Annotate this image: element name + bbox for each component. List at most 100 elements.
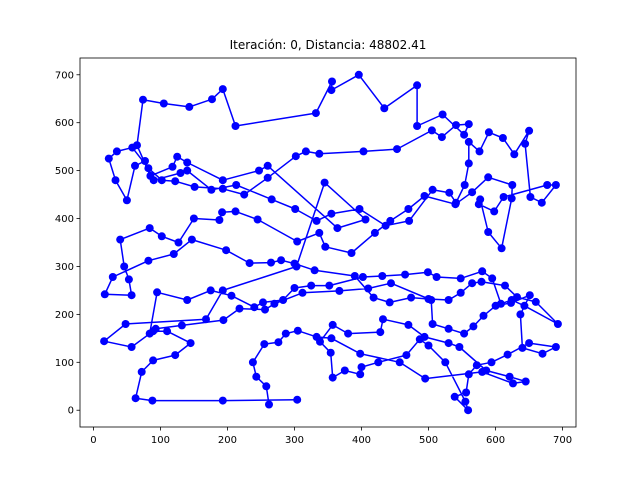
city-point bbox=[460, 329, 469, 338]
city-point bbox=[255, 166, 263, 175]
city-point bbox=[413, 81, 422, 90]
city-point bbox=[526, 193, 535, 201]
city-point bbox=[551, 181, 560, 189]
city-point bbox=[356, 349, 365, 358]
city-point bbox=[340, 366, 349, 375]
city-point bbox=[491, 301, 500, 310]
city-point bbox=[462, 388, 471, 397]
city-point bbox=[537, 198, 546, 207]
city-point bbox=[121, 320, 130, 328]
city-point bbox=[444, 296, 453, 304]
city-point bbox=[469, 322, 478, 331]
city-point bbox=[437, 133, 446, 142]
city-point bbox=[380, 104, 389, 113]
city-point bbox=[356, 370, 365, 379]
city-point bbox=[127, 291, 136, 300]
city-point bbox=[261, 305, 269, 314]
city-point bbox=[108, 273, 117, 281]
city-point bbox=[505, 372, 514, 381]
city-point bbox=[222, 246, 231, 255]
city-point bbox=[253, 215, 262, 224]
city-point bbox=[499, 193, 508, 201]
city-point bbox=[420, 192, 429, 200]
y-tick-label: 100 bbox=[55, 358, 74, 369]
city-point bbox=[312, 332, 321, 341]
city-point bbox=[543, 181, 552, 189]
x-tick-label: 400 bbox=[352, 435, 371, 446]
city-point bbox=[379, 315, 387, 324]
city-point bbox=[315, 149, 324, 158]
city-point bbox=[464, 137, 473, 146]
city-point bbox=[328, 373, 337, 382]
city-point bbox=[509, 379, 517, 388]
city-point bbox=[231, 122, 240, 130]
city-point bbox=[293, 326, 302, 335]
city-point bbox=[395, 358, 404, 367]
city-point bbox=[301, 147, 310, 156]
city-point bbox=[263, 161, 272, 170]
city-point bbox=[460, 181, 469, 189]
city-point bbox=[525, 126, 534, 135]
city-point bbox=[298, 288, 307, 297]
city-point bbox=[364, 284, 373, 293]
city-point bbox=[428, 320, 437, 328]
x-tick-label: 500 bbox=[419, 435, 438, 446]
city-point bbox=[432, 273, 441, 281]
x-tick-label: 100 bbox=[151, 435, 170, 446]
plot-area-frame bbox=[79, 57, 577, 428]
city-point bbox=[157, 232, 166, 241]
city-point bbox=[207, 185, 216, 194]
city-point bbox=[498, 134, 507, 142]
city-point bbox=[171, 177, 180, 186]
city-point bbox=[169, 250, 178, 258]
city-point bbox=[378, 272, 387, 280]
city-point bbox=[144, 164, 153, 173]
city-point bbox=[464, 159, 473, 168]
city-point bbox=[290, 284, 299, 292]
city-point bbox=[310, 266, 319, 275]
city-point bbox=[327, 86, 336, 95]
city-point bbox=[100, 337, 109, 346]
city-point bbox=[518, 343, 527, 352]
city-point bbox=[116, 235, 125, 244]
city-point bbox=[427, 296, 436, 304]
city-point bbox=[328, 320, 337, 329]
city-point bbox=[290, 259, 299, 268]
city-point bbox=[507, 298, 515, 307]
city-point bbox=[141, 157, 149, 165]
city-point bbox=[252, 372, 261, 381]
city-point bbox=[112, 147, 121, 156]
city-point bbox=[202, 315, 210, 324]
city-point bbox=[475, 147, 484, 156]
y-tick-label: 0 bbox=[68, 406, 74, 417]
city-point bbox=[490, 207, 499, 216]
city-point bbox=[501, 281, 509, 290]
city-point bbox=[472, 361, 481, 370]
city-point bbox=[354, 70, 363, 79]
city-point bbox=[262, 382, 271, 391]
city-point bbox=[176, 169, 185, 177]
city-point bbox=[163, 327, 172, 336]
city-point bbox=[553, 320, 562, 328]
city-point bbox=[183, 166, 192, 175]
city-point bbox=[187, 235, 196, 244]
city-point bbox=[315, 228, 324, 237]
city-point bbox=[376, 328, 385, 337]
city-point bbox=[149, 356, 158, 365]
city-point bbox=[370, 228, 379, 237]
y-axis: 0 100 200 300 400 500 600 700 bbox=[55, 70, 80, 417]
city-point bbox=[444, 324, 453, 333]
city-point bbox=[232, 181, 241, 189]
city-point bbox=[441, 358, 450, 367]
city-point bbox=[487, 358, 496, 367]
city-point bbox=[420, 332, 429, 341]
city-point bbox=[190, 182, 199, 191]
city-point bbox=[320, 178, 329, 187]
city-point bbox=[464, 406, 473, 415]
city-point bbox=[421, 374, 430, 383]
city-point bbox=[139, 95, 147, 104]
x-tick-label: 200 bbox=[218, 435, 237, 446]
city-point bbox=[218, 176, 227, 185]
city-point bbox=[127, 343, 136, 351]
city-point bbox=[393, 145, 401, 154]
